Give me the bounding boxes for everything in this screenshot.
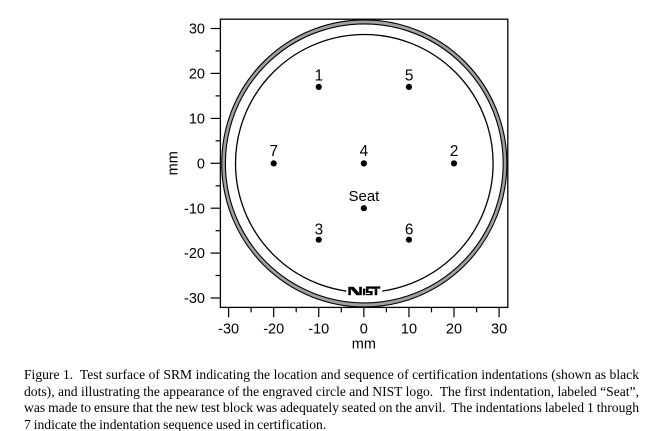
svg-text:6: 6 (405, 222, 414, 239)
svg-text:2: 2 (450, 143, 459, 160)
svg-text:-20: -20 (263, 322, 284, 338)
svg-text:20: 20 (189, 67, 205, 83)
svg-text:mm: mm (352, 337, 376, 353)
svg-text:7: 7 (270, 143, 279, 160)
svg-text:5: 5 (405, 68, 414, 85)
svg-text:4: 4 (360, 143, 369, 160)
svg-text:-10: -10 (308, 322, 329, 338)
svg-text:0: 0 (197, 156, 205, 172)
svg-text:20: 20 (446, 322, 462, 338)
svg-text:3: 3 (315, 222, 324, 239)
svg-text:-30: -30 (184, 291, 205, 307)
svg-text:-10: -10 (184, 201, 205, 217)
svg-text:Seat: Seat (348, 188, 380, 205)
svg-text:-30: -30 (218, 322, 239, 338)
svg-text:0: 0 (360, 322, 368, 338)
svg-text:mm: mm (166, 151, 182, 175)
svg-text:30: 30 (491, 322, 507, 338)
svg-text:30: 30 (189, 22, 205, 38)
svg-text:10: 10 (401, 322, 417, 338)
svg-text:-20: -20 (184, 246, 205, 262)
svg-text:1: 1 (315, 68, 324, 85)
svg-text:10: 10 (189, 112, 205, 128)
